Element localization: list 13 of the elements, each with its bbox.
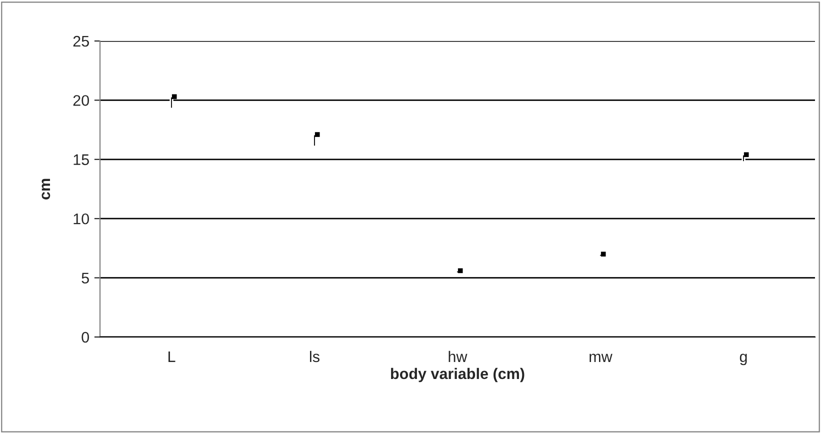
x-tick-label: hw (448, 350, 468, 362)
y-tick-label: 0 (82, 332, 89, 343)
y-tick-label: 25 (73, 36, 89, 47)
y-axis-title: cm (42, 178, 50, 200)
x-tick-label: mw (590, 354, 612, 362)
x-axis-title: body variable (cm) (391, 368, 524, 382)
x-tick-label: ls (310, 350, 320, 362)
y-tick-label: 15 (74, 154, 89, 166)
y-tick-label: 20 (73, 95, 89, 106)
x-tick-label: g (740, 354, 747, 366)
x-tick-label: L (168, 351, 176, 362)
y-tick-label: 10 (74, 213, 89, 224)
y-tick-label: 5 (82, 272, 89, 284)
